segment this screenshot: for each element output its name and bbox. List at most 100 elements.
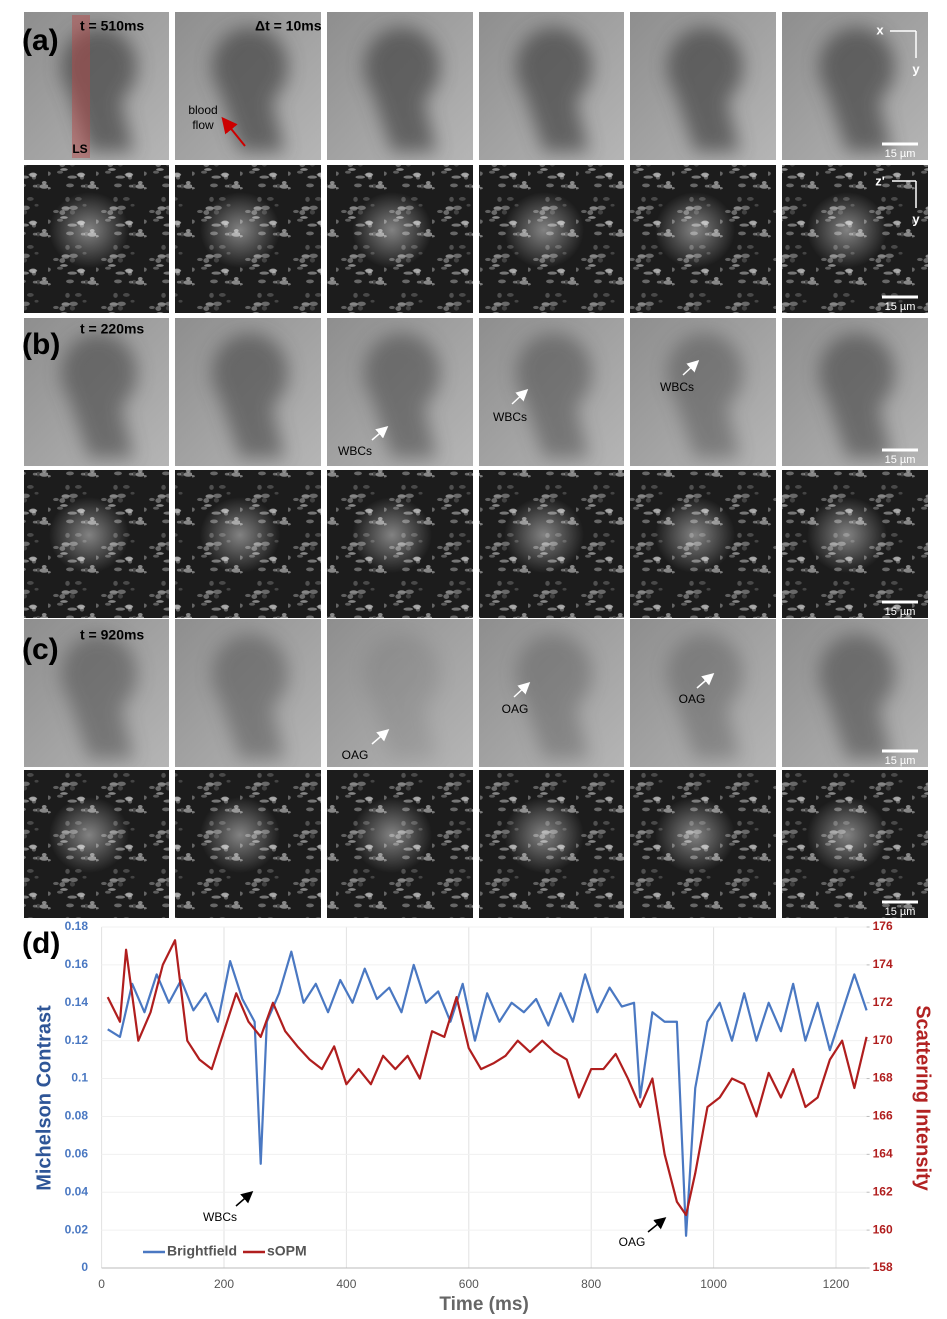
gap <box>0 918 947 924</box>
gap <box>0 0 947 12</box>
y2-tick-label: 170 <box>873 1033 893 1047</box>
gap <box>0 160 947 165</box>
x-tick-label: 800 <box>581 1277 601 1291</box>
vessel-shadow <box>364 27 440 152</box>
x-axis-label: Time (ms) <box>439 1294 528 1315</box>
y-tick-label: 0.08 <box>65 1109 89 1123</box>
annotation: OAG <box>679 692 706 706</box>
annotation-arrow <box>647 1217 667 1233</box>
y-axis-label: Michelson Contrast <box>33 1005 55 1191</box>
series-line <box>106 939 868 1217</box>
gap <box>0 313 947 318</box>
x-tick-label: 600 <box>459 1277 479 1291</box>
y2-tick-label: 160 <box>873 1222 893 1236</box>
sopm-glow <box>807 797 887 873</box>
arrow <box>371 729 390 745</box>
y-tick-label: 0.06 <box>65 1147 89 1161</box>
flow-label: flow <box>192 118 214 132</box>
vessel-shadow <box>212 27 288 152</box>
vessel-head <box>212 333 288 413</box>
annotation: WBCs <box>493 410 527 424</box>
scale-bar-label: 15 µm <box>885 755 916 767</box>
y2-tick-label: 164 <box>873 1147 893 1161</box>
vessel-head <box>61 634 137 714</box>
scale-bar-label: 15 µm <box>885 148 916 160</box>
panel-label: (a) <box>22 24 59 57</box>
vessel-tail <box>372 699 437 759</box>
gap <box>0 466 947 470</box>
y2-tick-label: 166 <box>873 1109 893 1123</box>
vessel-shadow <box>212 634 288 759</box>
y-tick-label: 0.02 <box>65 1222 89 1236</box>
vessel-tail <box>372 398 437 458</box>
sopm-glow <box>352 497 432 573</box>
vessel-tail <box>220 398 285 458</box>
arrow <box>682 359 700 376</box>
time-label: t = 220ms <box>80 321 144 337</box>
legend-label: Brightfield <box>167 1243 237 1259</box>
sopm-glow <box>504 797 584 873</box>
vessel-tail <box>524 92 589 152</box>
y2-tick-label: 172 <box>873 995 893 1009</box>
vessel-head <box>364 27 440 107</box>
y-tick-label: 0.18 <box>65 919 89 933</box>
arrow <box>371 426 389 441</box>
panel-label: (d) <box>22 927 60 960</box>
gap <box>169 0 174 920</box>
y-tick-label: 0.14 <box>65 995 89 1009</box>
vessel-head <box>667 333 743 413</box>
light-sheet <box>72 15 90 158</box>
y-tick-label: 0.04 <box>65 1184 89 1198</box>
gap <box>473 0 478 920</box>
legend-label: sOPM <box>267 1243 307 1259</box>
sopm-glow <box>655 192 735 268</box>
y2-tick-label: 174 <box>873 957 893 971</box>
gap <box>321 0 326 920</box>
vessel-head <box>364 634 440 714</box>
arrow <box>511 388 529 405</box>
sopm-glow <box>200 192 280 268</box>
arrow <box>513 681 531 698</box>
vessel-shadow <box>61 333 137 458</box>
vessel-tail <box>372 92 437 152</box>
sopm-glow <box>49 192 129 268</box>
vessel-head <box>364 333 440 413</box>
vessel-head <box>516 27 592 107</box>
vessel-shadow <box>667 27 743 152</box>
annotation: WBCs <box>338 444 372 458</box>
y2-tick-label: 162 <box>873 1184 893 1198</box>
vessel-tail <box>675 92 740 152</box>
sopm-glow <box>807 192 887 268</box>
vessel-head <box>819 27 895 107</box>
axis-glyph: z' <box>875 173 885 188</box>
sopm-glow <box>655 797 735 873</box>
chart-annotation: WBCs <box>203 1210 237 1224</box>
vessel-head <box>516 634 592 714</box>
gap <box>776 0 781 920</box>
vessel-shadow <box>364 634 440 759</box>
vessel-head <box>516 333 592 413</box>
interval-label: Δt = 10ms <box>255 18 322 34</box>
sopm-glow <box>504 497 584 573</box>
vessel-head <box>819 333 895 413</box>
sopm-glow <box>352 192 432 268</box>
ls-label: LS <box>72 142 87 156</box>
overlays: LS (a) t = 510ms Δt = 10ms blood flow x … <box>22 15 920 960</box>
sopm-glow <box>200 797 280 873</box>
vessel-shadow <box>819 634 895 759</box>
vessel-head <box>212 634 288 714</box>
vessel-head <box>61 333 137 413</box>
y-tick-label: 0 <box>81 1260 88 1274</box>
scale-bar-label: 15 µm <box>885 454 916 466</box>
vessel-shadow <box>516 333 592 458</box>
vessel-shadow <box>364 333 440 458</box>
time-label: t = 920ms <box>80 627 144 643</box>
image-grid <box>0 0 947 924</box>
gap <box>928 0 947 920</box>
annotation: OAG <box>342 748 369 762</box>
y2-tick-label: 158 <box>873 1260 893 1274</box>
vessel-tail <box>675 398 740 458</box>
time-label: t = 510ms <box>80 18 144 34</box>
sopm-glow <box>49 497 129 573</box>
